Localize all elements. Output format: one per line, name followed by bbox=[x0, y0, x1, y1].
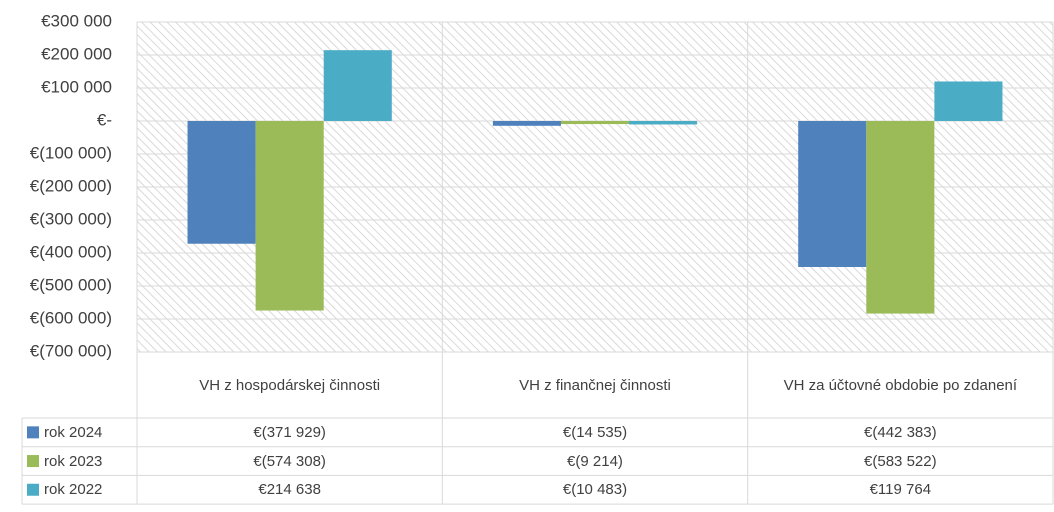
legend-swatch bbox=[27, 483, 39, 496]
x-tick-label: VH z hospodárskej činnosti bbox=[199, 376, 381, 394]
legend-label: rok 2023 bbox=[44, 452, 103, 470]
y-tick-label: €(300 000) bbox=[30, 209, 112, 228]
table-cell-box: €(442 383) bbox=[864, 423, 937, 441]
table-cell: €(14 535) bbox=[562, 423, 628, 441]
table-cell: €(583 522) bbox=[864, 452, 937, 470]
legend-swatch bbox=[27, 455, 39, 468]
y-tick-label: €(200 000) bbox=[30, 176, 112, 195]
y-tick-label: €100 000 bbox=[41, 77, 112, 96]
table-cell-box: €(583 522) bbox=[864, 452, 937, 470]
bar bbox=[187, 121, 256, 244]
table-cell-box: €(574 308) bbox=[253, 452, 326, 470]
y-tick-label: €(400 000) bbox=[30, 242, 112, 261]
y-tick-label: €200 000 bbox=[41, 44, 112, 63]
y-tick-label: €(100 000) bbox=[30, 143, 112, 162]
table-cell-box: €119 764 bbox=[869, 481, 932, 499]
legend-label-box: rok 2023 bbox=[44, 452, 103, 470]
table-cell-box: €(371 929) bbox=[253, 423, 326, 441]
x-tick-label: VH za účtovné obdobie po zdanení bbox=[783, 376, 1018, 394]
table-cell-box: €214 638 bbox=[258, 481, 321, 499]
legend-label-box: rok 2022 bbox=[44, 481, 103, 499]
y-tick-label: €(600 000) bbox=[30, 308, 112, 327]
y-tick-label: €300 000 bbox=[41, 11, 112, 30]
legend-label: rok 2024 bbox=[44, 423, 103, 441]
y-tick-label: €- bbox=[97, 110, 112, 129]
y-tick-label: €(500 000) bbox=[30, 275, 112, 294]
legend-label-box: rok 2024 bbox=[44, 423, 103, 441]
x-tick-label-box: VH za účtovné obdobie po zdanení bbox=[783, 376, 1018, 394]
x-tick-label-box: VH z finančnej činnosti bbox=[519, 376, 671, 394]
table-cell: €214 638 bbox=[258, 481, 321, 499]
legend-label: rok 2022 bbox=[44, 481, 103, 499]
y-tick-label: €(700 000) bbox=[30, 341, 112, 360]
bar bbox=[323, 50, 392, 121]
bar bbox=[866, 121, 935, 314]
bar bbox=[934, 81, 1003, 121]
bar bbox=[560, 121, 630, 125]
bar bbox=[798, 121, 867, 267]
table-cell-box: €(14 535) bbox=[562, 423, 628, 441]
table-cell-box: €(10 483) bbox=[562, 481, 628, 499]
table-cell: €(574 308) bbox=[253, 452, 326, 470]
table-cell: €(10 483) bbox=[562, 481, 628, 499]
table-cell: €119 764 bbox=[869, 481, 932, 499]
table-cell: €(371 929) bbox=[253, 423, 326, 441]
legend-swatch bbox=[27, 426, 39, 439]
table-cell: €(9 214) bbox=[567, 452, 623, 470]
bar bbox=[492, 121, 561, 126]
x-tick-label-box: VH z hospodárskej činnosti bbox=[199, 376, 381, 394]
bar bbox=[255, 121, 324, 311]
bar bbox=[629, 121, 698, 125]
table-cell: €(442 383) bbox=[864, 423, 937, 441]
table-cell-box: €(9 214) bbox=[567, 452, 623, 470]
x-tick-label: VH z finančnej činnosti bbox=[519, 376, 671, 394]
